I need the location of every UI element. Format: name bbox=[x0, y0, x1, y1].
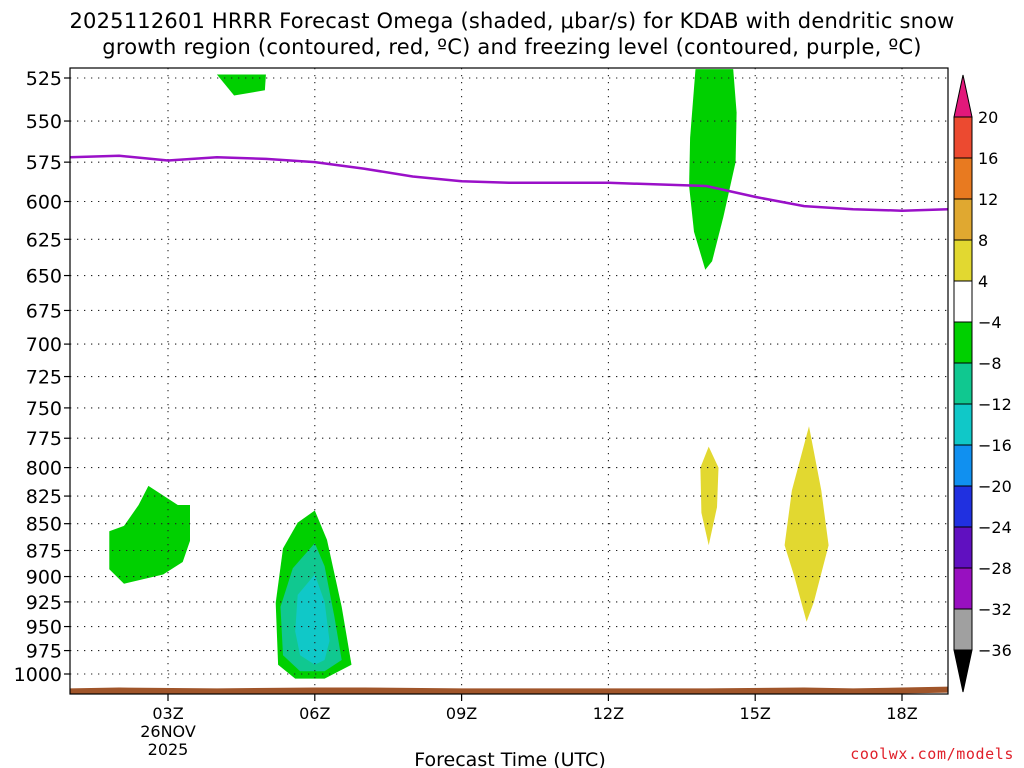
x-tick-label-12Z: 12Z bbox=[593, 704, 624, 723]
x-tick-year-label: 2025 bbox=[148, 740, 189, 759]
y-tick-label-800: 800 bbox=[26, 458, 62, 480]
colorbar-segment-1 bbox=[953, 608, 973, 651]
colorbar-label--36: −36 bbox=[978, 641, 1012, 660]
omega-green-03z bbox=[109, 485, 190, 584]
colorbar-segment-6 bbox=[953, 403, 973, 446]
plot-frame bbox=[69, 67, 949, 695]
y-tick-label-675: 675 bbox=[26, 300, 62, 322]
colorbar-segment-4 bbox=[953, 485, 973, 528]
chart-title-line1: 2025112601 HRRR Forecast Omega (shaded, … bbox=[69, 9, 955, 33]
omega-yellow-14z bbox=[700, 446, 719, 546]
contour-layer bbox=[70, 154, 948, 694]
omega-yellow-16z bbox=[784, 426, 829, 622]
colorbar-segment-9 bbox=[953, 280, 973, 323]
x-tick-label-06Z: 06Z bbox=[299, 704, 330, 723]
y-tick-label-975: 975 bbox=[26, 641, 62, 663]
omega-green-top-early bbox=[216, 74, 266, 96]
colorbar-label-20: 20 bbox=[978, 108, 998, 127]
x-tick-label-09Z: 09Z bbox=[446, 704, 477, 723]
y-tick-label-750: 750 bbox=[26, 398, 62, 420]
colorbar-extend-high bbox=[953, 74, 973, 118]
y-tick-label-550: 550 bbox=[26, 111, 62, 133]
y-tick-label-650: 650 bbox=[26, 266, 62, 288]
axes-layer: 525 550 575 600 625 650 675 700 725 750 775 800 825 8… bbox=[14, 67, 949, 759]
colorbar-segment-12 bbox=[953, 157, 973, 200]
x-tick-label-15Z: 15Z bbox=[740, 704, 771, 723]
colorbar-label-12: 12 bbox=[978, 190, 998, 209]
colorbar-label--16: −16 bbox=[978, 436, 1012, 455]
chart-title: 2025112601 HRRR Forecast Omega (shaded, … bbox=[0, 8, 1024, 60]
colorbar-segment-10 bbox=[953, 239, 973, 282]
colorbar: −36 −32 −28 −24 −20 −16 −12 −8 −4 4 8 12 16 20 bbox=[953, 74, 1012, 693]
freezing-level-line bbox=[70, 154, 948, 212]
y-tick-label-950: 950 bbox=[26, 617, 62, 639]
colorbar-label-16: 16 bbox=[978, 149, 998, 168]
chart-title-line2: growth region (contoured, red, ºC) and f… bbox=[102, 35, 922, 59]
y-tick-label-925: 925 bbox=[26, 592, 62, 614]
colorbar-label--12: −12 bbox=[978, 395, 1012, 414]
x-tick-label-18Z: 18Z bbox=[886, 704, 917, 723]
colorbar-segment-11 bbox=[953, 198, 973, 241]
watermark: coolwx.com/models bbox=[850, 745, 1014, 763]
y-tick-label-525: 525 bbox=[26, 68, 62, 90]
colorbar-segment-2 bbox=[953, 567, 973, 610]
y-tick-label-775: 775 bbox=[26, 428, 62, 450]
colorbar-label-8: 8 bbox=[978, 231, 988, 250]
x-tick-date-label: 26NOV bbox=[140, 722, 196, 741]
y-tick-label-900: 900 bbox=[26, 567, 62, 589]
x-axis-label: Forecast Time (UTC) bbox=[414, 749, 605, 768]
grid-layer bbox=[70, 68, 948, 694]
y-tick-label-575: 575 bbox=[26, 152, 62, 174]
omega-cyan-06z bbox=[295, 574, 330, 665]
colorbar-segment-8 bbox=[953, 321, 973, 364]
colorbar-segment-5 bbox=[953, 444, 973, 487]
y-tick-label-625: 625 bbox=[26, 229, 62, 251]
omega-green-top-14z bbox=[689, 69, 737, 270]
y-tick-label-600: 600 bbox=[26, 192, 62, 214]
colorbar-label--4: −4 bbox=[978, 313, 1002, 332]
colorbar-label--20: −20 bbox=[978, 477, 1012, 496]
omega-shading-layer bbox=[109, 69, 829, 679]
colorbar-segment-13 bbox=[953, 116, 973, 159]
y-tick-label-700: 700 bbox=[26, 334, 62, 356]
colorbar-label-4: 4 bbox=[978, 272, 988, 291]
y-tick-label-1000: 1000 bbox=[14, 664, 62, 686]
colorbar-extend-low bbox=[953, 649, 973, 693]
colorbar-segment-7 bbox=[953, 362, 973, 405]
colorbar-label--24: −24 bbox=[978, 518, 1012, 537]
y-tick-label-850: 850 bbox=[26, 514, 62, 536]
colorbar-label--8: −8 bbox=[978, 354, 1002, 373]
colorbar-label--32: −32 bbox=[978, 600, 1012, 619]
x-tick-label-03Z: 03Z bbox=[152, 704, 183, 723]
colorbar-segment-3 bbox=[953, 526, 973, 569]
y-tick-label-875: 875 bbox=[26, 540, 62, 562]
y-tick-label-725: 725 bbox=[26, 367, 62, 389]
y-tick-label-825: 825 bbox=[26, 486, 62, 508]
colorbar-label--28: −28 bbox=[978, 559, 1012, 578]
surface-band-line bbox=[70, 686, 948, 694]
